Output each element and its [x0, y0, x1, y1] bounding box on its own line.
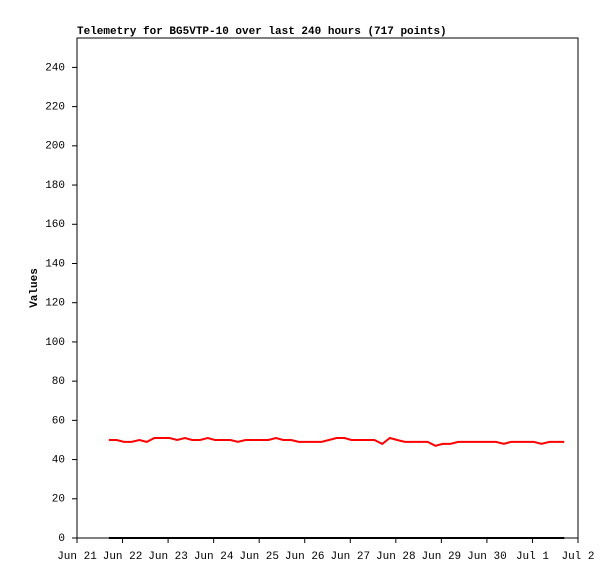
x-tick-label: Jun 30: [467, 551, 507, 563]
y-tick-label: 20: [52, 494, 65, 506]
series-line: [108, 436, 565, 447]
x-tick-label: Jun 27: [330, 551, 370, 563]
chart-title: Telemetry for BG5VTP-10 over last 240 ho…: [77, 26, 447, 38]
y-tick-label: 40: [52, 454, 65, 466]
y-axis-label: Values: [29, 268, 41, 308]
x-tick-label: Jul 2: [561, 551, 594, 563]
y-tick-label: 60: [52, 415, 65, 427]
y-tick-label: 160: [45, 219, 65, 231]
x-tick-label: Jul 1: [516, 551, 549, 563]
x-tick-label: Jun 26: [285, 551, 325, 563]
plot-frame: [76, 37, 579, 539]
y-tick-label: 220: [45, 102, 65, 114]
x-tick-label: Jun 28: [376, 551, 416, 563]
y-tick-label: 120: [45, 298, 65, 310]
x-tick-label: Jun 21: [57, 551, 97, 563]
x-tick-label: Jun 24: [194, 551, 234, 563]
y-tick-label: 200: [45, 141, 65, 153]
y-tick-label: 240: [45, 62, 65, 74]
x-tick-label: Jun 22: [103, 551, 143, 563]
y-tick-label: 100: [45, 337, 65, 349]
y-tick-label: 140: [45, 258, 65, 270]
x-tick-label: Jun 25: [239, 551, 279, 563]
x-tick-label: Jun 23: [148, 551, 188, 563]
y-tick-label: 180: [45, 180, 65, 192]
y-tick-label: 0: [58, 533, 65, 545]
x-tick-label: Jun 29: [422, 551, 462, 563]
y-tick-label: 80: [52, 376, 65, 388]
